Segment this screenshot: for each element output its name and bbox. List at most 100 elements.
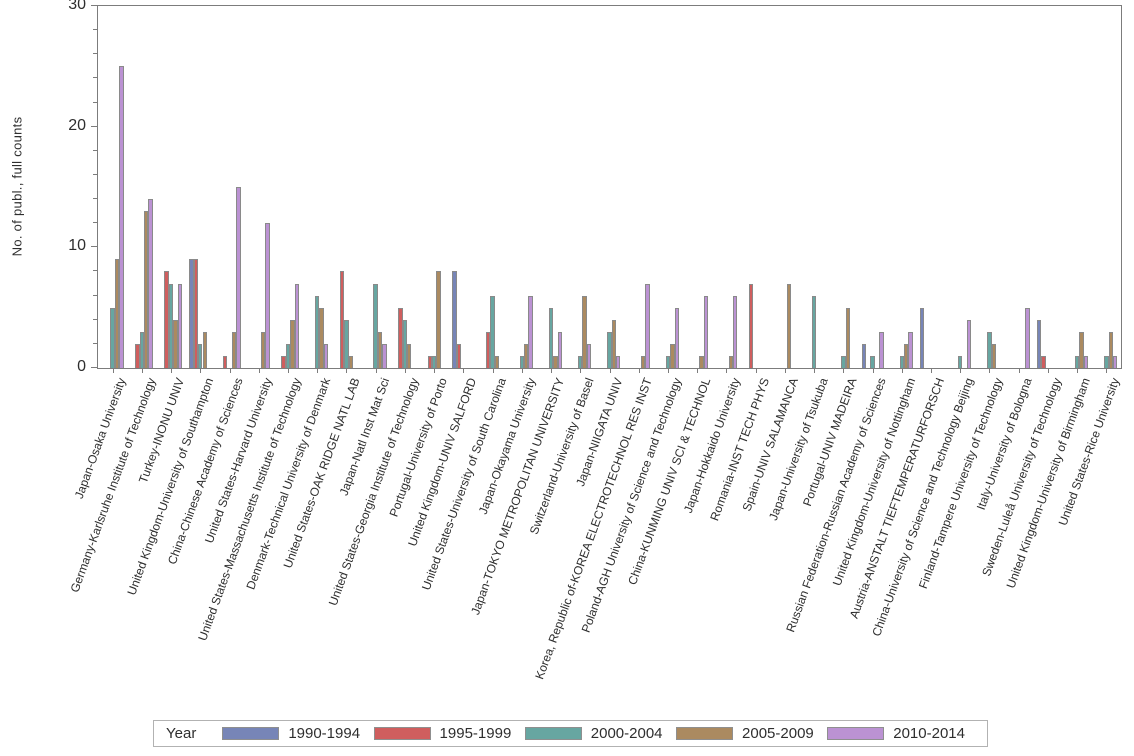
x-tick xyxy=(667,368,669,373)
y-minor-tick xyxy=(93,222,97,224)
bar-2005-2009-5 xyxy=(231,331,237,368)
x-tick xyxy=(814,368,816,373)
bar-2005-2009-15 xyxy=(524,343,529,368)
bar-2010-2014-35 xyxy=(1112,355,1118,368)
x-tick xyxy=(931,368,932,373)
y-minor-tick xyxy=(93,53,97,55)
bar-2005-2009-17 xyxy=(582,295,587,368)
y-minor-tick xyxy=(93,270,97,272)
bar-1995-1999-33 xyxy=(1041,355,1046,368)
bar-2005-2009-22 xyxy=(728,355,733,368)
legend-swatch-2010-2014 xyxy=(827,727,885,740)
y-major-tick xyxy=(91,125,97,127)
bar-2000-2004-14 xyxy=(490,295,495,368)
bar-2010-2014-3 xyxy=(177,283,183,368)
bar-2005-2009-18 xyxy=(611,319,617,368)
x-tick xyxy=(112,368,114,373)
x-tick xyxy=(901,368,903,373)
bar-2010-2014-10 xyxy=(382,343,387,368)
bar-1995-1999-3 xyxy=(164,271,169,368)
bar-1995-1999-5 xyxy=(222,355,228,368)
bar-1990-1994-29 xyxy=(920,307,925,368)
bar-2005-2009-9 xyxy=(348,355,354,368)
bar-2000-2004-17 xyxy=(578,355,583,368)
y-axis-title-container: No. of publ., full counts xyxy=(4,5,30,367)
x-tick xyxy=(609,368,611,373)
bar-2010-2014-2 xyxy=(148,199,153,368)
bar-1990-1994-4 xyxy=(189,259,194,368)
bar-2005-2009-16 xyxy=(553,355,558,368)
legend-label: 1995-1999 xyxy=(439,725,512,742)
y-minor-tick xyxy=(93,173,97,175)
x-tick xyxy=(989,368,991,373)
bar-1995-1999-9 xyxy=(339,271,345,368)
y-major-tick xyxy=(91,5,97,6)
bar-2005-2009-1 xyxy=(114,259,120,368)
bar-2000-2004-31 xyxy=(987,331,992,368)
x-tick xyxy=(229,368,231,373)
bar-2010-2014-22 xyxy=(733,295,738,368)
bar-2005-2009-28 xyxy=(903,343,909,368)
bar-1990-1994-27 xyxy=(861,343,866,368)
legend-items: 1990-1994 1995-1999 2000-2004 2005-2009 2010… xyxy=(222,725,987,742)
bar-2010-2014-1 xyxy=(119,66,124,368)
bar-1995-1999-7 xyxy=(281,355,286,368)
bar-2005-2009-14 xyxy=(494,355,500,368)
bar-2000-2004-7 xyxy=(285,343,291,368)
x-tick xyxy=(551,368,553,373)
bar-2005-2009-26 xyxy=(845,307,850,368)
y-tick-label: 10 xyxy=(68,237,86,255)
x-tick xyxy=(580,368,582,373)
y-minor-tick xyxy=(93,342,97,344)
bar-2010-2014-18 xyxy=(616,355,621,368)
y-minor-tick xyxy=(93,77,97,79)
legend-entry: 2000-2004 xyxy=(524,725,663,742)
bar-2005-2009-4 xyxy=(202,331,207,368)
legend-title: Year xyxy=(166,725,197,742)
x-tick xyxy=(375,368,377,373)
x-tick xyxy=(784,368,786,373)
plot-area xyxy=(97,5,1122,369)
bar-2005-2009-8 xyxy=(319,307,324,368)
legend-swatch-1990-1994 xyxy=(222,727,280,740)
bar-2000-2004-27 xyxy=(870,355,875,368)
x-tick xyxy=(755,368,757,373)
x-tick xyxy=(843,368,845,373)
x-tick xyxy=(1018,368,1020,373)
bar-1995-1999-2 xyxy=(135,343,140,368)
bar-2010-2014-7 xyxy=(294,283,299,368)
bar-2000-2004-1 xyxy=(110,307,115,368)
x-tick xyxy=(1047,368,1049,373)
bar-2005-2009-12 xyxy=(436,271,441,368)
bar-2005-2009-10 xyxy=(377,331,383,368)
y-minor-tick xyxy=(93,149,97,151)
bar-2010-2014-32 xyxy=(1025,307,1030,368)
bar-1995-1999-12 xyxy=(427,355,432,368)
bar-1995-1999-14 xyxy=(485,331,491,368)
bar-2010-2014-16 xyxy=(557,331,563,368)
bar-2005-2009-2 xyxy=(144,211,149,368)
bar-2005-2009-35 xyxy=(1108,331,1113,368)
y-minor-tick xyxy=(93,294,97,296)
bar-2000-2004-26 xyxy=(841,355,846,368)
bar-2000-2004-28 xyxy=(899,355,904,368)
x-tick xyxy=(638,368,640,373)
bar-2005-2009-6 xyxy=(260,331,266,368)
legend-entry: 2010-2014 xyxy=(827,725,965,742)
y-minor-tick xyxy=(93,101,97,103)
bar-2010-2014-30 xyxy=(966,319,972,368)
bar-2000-2004-11 xyxy=(402,319,408,368)
bar-2010-2014-17 xyxy=(586,343,592,368)
x-tick xyxy=(726,368,728,373)
bar-2005-2009-31 xyxy=(991,343,997,368)
legend-label: 2010-2014 xyxy=(893,725,965,742)
legend-label: 1990-1994 xyxy=(288,725,361,742)
bar-2000-2004-8 xyxy=(315,295,320,368)
bar-2000-2004-10 xyxy=(373,283,378,368)
y-tick-label: 0 xyxy=(77,358,86,375)
y-minor-tick xyxy=(93,318,97,320)
y-major-tick xyxy=(91,246,97,248)
legend: Year 1990-1994 1995-1999 2000-2004 2005-200… xyxy=(153,720,988,747)
bar-2000-2004-2 xyxy=(139,331,145,368)
bar-2005-2009-7 xyxy=(290,319,295,368)
